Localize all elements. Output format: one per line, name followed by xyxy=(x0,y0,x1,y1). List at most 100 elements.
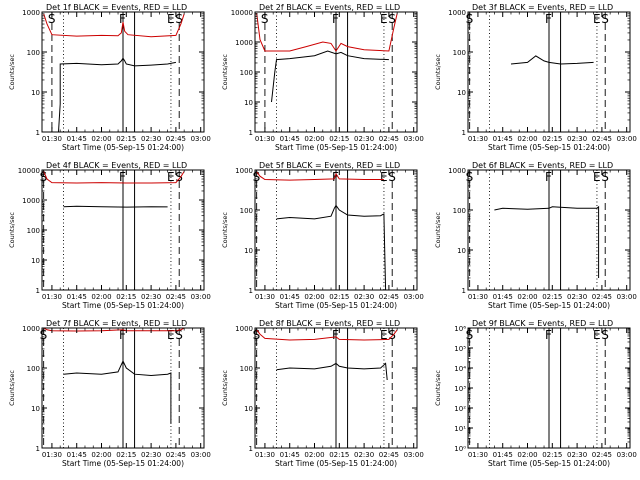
y-tick-label: 10 xyxy=(244,405,253,413)
x-tick-label: 02:15 xyxy=(542,135,562,143)
series-line-events xyxy=(58,57,176,133)
y-axis-label: Counts/sec xyxy=(434,212,442,248)
y-axis-label: Counts/sec xyxy=(434,54,442,90)
x-tick-label: 03:00 xyxy=(404,451,424,459)
x-tick-label: 02:30 xyxy=(567,293,587,301)
x-tick-label: 01:45 xyxy=(67,451,87,459)
y-tick-label: 10000 xyxy=(231,9,253,17)
x-tick-label: 02:15 xyxy=(542,293,562,301)
event-marker-label: S xyxy=(253,328,261,342)
x-tick-label: 03:00 xyxy=(617,451,637,459)
x-tick-label: 02:30 xyxy=(354,135,374,143)
x-tick-label: 01:30 xyxy=(42,451,62,459)
plot-frame xyxy=(41,11,205,133)
y-tick-label: 1 xyxy=(36,445,40,453)
y-tick-label: 10 xyxy=(244,247,253,255)
y-axis-label: Counts/sec xyxy=(8,54,16,90)
y-tick-label: 1000 xyxy=(22,9,40,17)
event-marker-label: F xyxy=(119,12,126,26)
y-axis-label: Counts/sec xyxy=(221,370,229,406)
y-axis-label: Counts/sec xyxy=(221,212,229,248)
series-line-events xyxy=(494,205,600,278)
x-tick-label: 02:45 xyxy=(379,293,399,301)
y-tick-label: 100 xyxy=(27,227,40,235)
y-tick-label: 1 xyxy=(249,445,253,453)
y-tick-label: 1000 xyxy=(448,9,466,17)
event-marker-label: S xyxy=(261,12,269,26)
y-tick-label: 10⁵ xyxy=(454,345,466,353)
y-tick-label: 10 xyxy=(457,247,466,255)
series-line-lld xyxy=(43,13,185,38)
plot-frame xyxy=(467,11,631,133)
event-marker-label: S xyxy=(466,170,474,184)
event-marker-label: E xyxy=(167,12,175,26)
y-tick-label: 10000 xyxy=(18,167,40,175)
x-tick-label: 02:15 xyxy=(329,135,349,143)
panel-title: Det 5f BLACK = Events, RED = LLD xyxy=(259,161,400,170)
x-tick-label: 02:45 xyxy=(166,451,186,459)
x-tick-label: 02:15 xyxy=(329,293,349,301)
x-tick-label: 01:30 xyxy=(468,135,488,143)
x-tick-label: 03:00 xyxy=(617,135,637,143)
panel-title: Det 7f BLACK = Events, RED = LLD xyxy=(46,319,187,328)
series-line-lld xyxy=(256,171,384,181)
series-line-lld xyxy=(43,327,185,332)
y-tick-label: 1 xyxy=(462,287,466,295)
y-axis-label: Counts/sec xyxy=(8,212,16,248)
y-tick-label: 100 xyxy=(453,207,466,215)
x-tick-label: 03:00 xyxy=(404,293,424,301)
plot-frame xyxy=(254,169,418,291)
y-tick-label: 1 xyxy=(36,287,40,295)
event-marker-label: F xyxy=(545,12,552,26)
event-marker-label: E xyxy=(593,328,601,342)
event-marker-label: S xyxy=(40,328,48,342)
x-tick-label: 02:15 xyxy=(542,451,562,459)
y-tick-label: 1000 xyxy=(22,325,40,333)
event-marker-label: E xyxy=(593,12,601,26)
y-tick-label: 100 xyxy=(27,49,40,57)
x-axis-label: Start Time (05-Sep-15 01:24:00) xyxy=(275,459,397,468)
event-marker-label: S xyxy=(175,12,183,26)
y-tick-label: 10 xyxy=(31,89,40,97)
y-tick-label: 100 xyxy=(453,49,466,57)
event-marker-label: S xyxy=(601,170,609,184)
x-tick-label: 02:00 xyxy=(517,135,537,143)
event-marker-label: S xyxy=(466,12,474,26)
x-tick-label: 02:30 xyxy=(141,135,161,143)
x-tick-label: 02:30 xyxy=(141,451,161,459)
x-tick-label: 01:30 xyxy=(468,293,488,301)
event-marker-label: S xyxy=(601,12,609,26)
series-line-lld xyxy=(256,329,398,341)
y-tick-label: 1000 xyxy=(448,167,466,175)
x-tick-label: 02:45 xyxy=(592,293,612,301)
event-marker-label: E xyxy=(593,170,601,184)
x-tick-label: 02:30 xyxy=(354,293,374,301)
panel-title: Det 8f BLACK = Events, RED = LLD xyxy=(259,319,400,328)
y-tick-label: 1 xyxy=(249,129,253,137)
x-tick-label: 01:45 xyxy=(493,451,513,459)
series-line-events xyxy=(63,359,172,424)
event-marker-label: S xyxy=(601,328,609,342)
y-tick-label: 10⁶ xyxy=(454,325,466,333)
x-tick-label: 02:45 xyxy=(379,135,399,143)
x-tick-label: 03:00 xyxy=(404,135,424,143)
plot-frame xyxy=(41,327,205,449)
y-tick-label: 1000 xyxy=(235,167,253,175)
series-line-events xyxy=(63,205,168,208)
y-axis-label: Counts/sec xyxy=(8,370,16,406)
x-axis-label: Start Time (05-Sep-15 01:24:00) xyxy=(275,143,397,152)
x-tick-label: 01:30 xyxy=(468,451,488,459)
panel-title: Det 6f BLACK = Events, RED = LLD xyxy=(472,161,613,170)
event-marker-label: S xyxy=(48,12,56,26)
event-marker-label: F xyxy=(332,170,339,184)
y-tick-label: 1 xyxy=(36,129,40,137)
x-tick-label: 02:15 xyxy=(116,293,136,301)
x-tick-label: 02:45 xyxy=(166,293,186,301)
event-marker-label: F xyxy=(332,12,339,26)
series-line-events xyxy=(276,362,388,381)
